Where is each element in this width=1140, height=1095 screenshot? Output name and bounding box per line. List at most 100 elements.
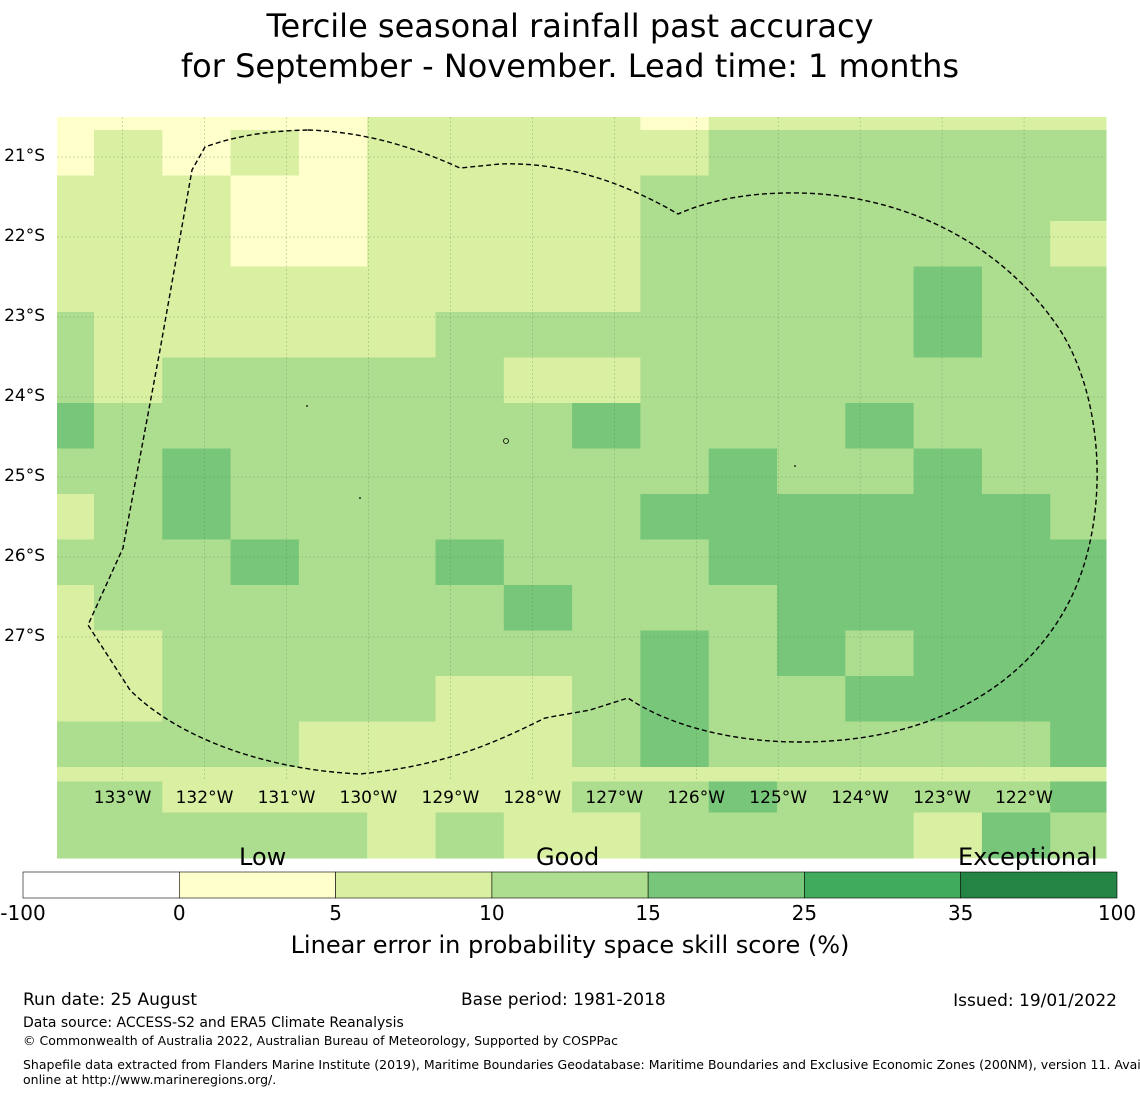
grid-cell bbox=[777, 721, 846, 768]
grid-cell bbox=[94, 539, 163, 586]
grid-cell bbox=[913, 357, 983, 404]
grid-cell bbox=[777, 585, 846, 631]
grid-cell bbox=[162, 221, 232, 267]
grid-cell bbox=[503, 494, 573, 540]
grid-cell bbox=[572, 494, 641, 540]
grid-cell bbox=[367, 357, 436, 404]
grid-cell bbox=[640, 130, 710, 176]
grid-cell bbox=[1050, 130, 1107, 176]
grid-cell bbox=[94, 266, 163, 313]
grid-cell bbox=[230, 676, 300, 722]
grid-cell bbox=[230, 117, 300, 131]
grid-cell bbox=[57, 676, 95, 722]
grid-cell bbox=[435, 117, 505, 131]
grid-cell bbox=[708, 130, 778, 176]
grid-cell bbox=[640, 357, 710, 404]
grid-cell bbox=[230, 403, 300, 449]
grid-cell bbox=[777, 812, 846, 859]
grid-cell bbox=[57, 539, 95, 586]
colorbar-tick-label: 5 bbox=[329, 901, 342, 925]
grid-cell bbox=[162, 403, 232, 449]
grid-cell bbox=[777, 630, 846, 677]
grid-cell bbox=[435, 221, 505, 267]
grid-cell bbox=[708, 539, 778, 586]
grid-cell bbox=[57, 812, 95, 859]
grid-cell bbox=[572, 130, 641, 176]
skill-grid bbox=[57, 117, 1107, 859]
grid-cell bbox=[230, 539, 300, 586]
grid-cell bbox=[230, 130, 300, 176]
grid-cell bbox=[94, 221, 163, 267]
colorbar-segment bbox=[335, 871, 493, 899]
grid-cell bbox=[572, 630, 641, 677]
grid-cell bbox=[913, 312, 983, 358]
grid-cell bbox=[503, 403, 573, 449]
grid-cell bbox=[94, 448, 163, 495]
grid-cell bbox=[777, 494, 846, 540]
grid-cell bbox=[845, 676, 915, 722]
grid-cell bbox=[913, 175, 983, 222]
grid-cell bbox=[57, 312, 95, 358]
grid-cell bbox=[367, 175, 436, 222]
grid-cell bbox=[1050, 312, 1107, 358]
grid-cell bbox=[57, 117, 95, 131]
grid-cell bbox=[57, 630, 95, 677]
grid-cell bbox=[162, 585, 232, 631]
grid-cell bbox=[913, 585, 983, 631]
grid-cell bbox=[981, 676, 1051, 722]
grid-cell bbox=[94, 130, 163, 176]
grid-cell bbox=[230, 721, 300, 768]
grid-cell bbox=[503, 585, 573, 631]
grid-cell bbox=[503, 312, 573, 358]
colorbar-tick-label: 100 bbox=[1097, 901, 1137, 925]
grid-cell bbox=[1050, 539, 1107, 586]
grid-cell bbox=[298, 539, 368, 586]
grid-cell bbox=[94, 721, 163, 768]
grid-cell bbox=[57, 357, 95, 404]
grid-cell bbox=[845, 585, 915, 631]
latitude-label: 24°S bbox=[4, 386, 45, 406]
grid-cell bbox=[913, 117, 983, 131]
grid-cell bbox=[777, 221, 846, 267]
grid-cell bbox=[435, 585, 505, 631]
issued-date: Issued: 19/01/2022 bbox=[953, 991, 1117, 1011]
island-marker bbox=[359, 497, 361, 499]
grid-cell bbox=[435, 357, 505, 404]
grid-cell bbox=[572, 117, 641, 131]
grid-cell bbox=[230, 630, 300, 677]
grid-cell bbox=[1050, 221, 1107, 267]
grid-cell bbox=[298, 312, 368, 358]
grid-cell bbox=[1050, 117, 1107, 131]
colorbar bbox=[22, 871, 1118, 899]
grid-cell bbox=[230, 175, 300, 222]
grid-cell bbox=[367, 630, 436, 677]
grid-cell bbox=[572, 175, 641, 222]
grid-cell bbox=[503, 630, 573, 677]
grid-cell bbox=[367, 117, 436, 131]
grid-cell bbox=[708, 721, 778, 768]
grid-cell bbox=[640, 448, 710, 495]
grid-cell bbox=[435, 130, 505, 176]
latitude-label: 25°S bbox=[4, 466, 45, 486]
grid-cell bbox=[162, 539, 232, 586]
grid-cell bbox=[1050, 494, 1107, 540]
grid-cell bbox=[777, 448, 846, 495]
grid-cell bbox=[777, 130, 846, 176]
grid-cell bbox=[572, 357, 641, 404]
grid-cell bbox=[435, 494, 505, 540]
colorbar-category-exceptional: Exceptional bbox=[958, 843, 1098, 871]
island-marker bbox=[503, 438, 509, 444]
grid-cell bbox=[503, 357, 573, 404]
grid-cell bbox=[435, 403, 505, 449]
grid-cell bbox=[708, 221, 778, 267]
grid-cell bbox=[1050, 175, 1107, 222]
colorbar-tick-label: 15 bbox=[635, 901, 661, 925]
grid-cell bbox=[57, 494, 95, 540]
grid-cell bbox=[435, 266, 505, 313]
grid-cell bbox=[503, 221, 573, 267]
colorbar-label: Linear error in probability space skill … bbox=[290, 931, 850, 959]
grid-cell bbox=[708, 403, 778, 449]
grid-cell bbox=[640, 676, 710, 722]
grid-cell bbox=[162, 676, 232, 722]
grid-cell bbox=[94, 812, 163, 859]
